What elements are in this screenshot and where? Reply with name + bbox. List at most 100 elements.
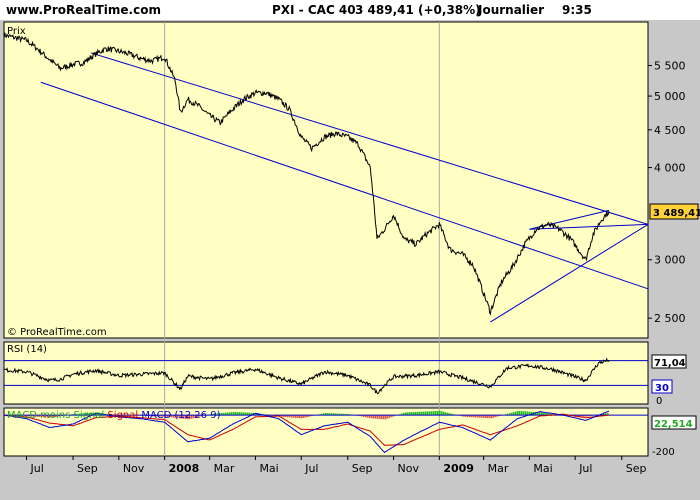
- signal-series-line: [3, 413, 610, 446]
- x-tick-label: Sep: [352, 462, 373, 475]
- macd-tick--200: -200: [652, 447, 675, 458]
- macd-histogram-bar: [201, 415, 203, 417]
- macd-histogram-bar: [219, 413, 221, 416]
- macd-histogram-bar: [193, 415, 195, 419]
- macd-histogram-bar: [383, 415, 385, 420]
- trendline-wedge-upper: [529, 223, 649, 230]
- macd-histogram-bar: [385, 415, 387, 420]
- macd-histogram-bar: [327, 413, 329, 416]
- macd-histogram-bar: [447, 412, 449, 416]
- price-series-line: [3, 32, 610, 316]
- macd-histogram-bar: [177, 415, 179, 419]
- macd-histogram-bar: [189, 415, 191, 420]
- rsi-zero-tick: 0: [656, 396, 662, 407]
- macd-series-line: [3, 410, 610, 454]
- macd-histogram-bar: [297, 415, 299, 419]
- macd-histogram-bar: [587, 415, 589, 417]
- macd-histogram-bar: [361, 415, 363, 417]
- macd-histogram-bar: [391, 415, 393, 418]
- macd-histogram-bar: [233, 411, 235, 416]
- macd-histogram-bar: [329, 413, 331, 416]
- price-y-tick-label: 3 000: [654, 254, 686, 267]
- macd-histogram-bar: [35, 415, 37, 417]
- macd-histogram-bar: [53, 415, 55, 418]
- macd-histogram-bar: [85, 413, 87, 416]
- macd-histogram-bar: [161, 415, 163, 417]
- x-tick-label: 2009: [443, 462, 474, 475]
- macd-histogram-bar: [57, 415, 59, 417]
- macd-histogram-bar: [377, 415, 379, 419]
- macd-histogram-bar: [31, 415, 33, 417]
- macd-histogram-bar: [497, 415, 499, 417]
- period-label[interactable]: Journalier: [478, 3, 545, 17]
- macd-histogram-bar: [281, 415, 283, 417]
- macd-histogram-bar: [603, 413, 605, 416]
- macd-histogram-bar: [545, 413, 547, 416]
- macd-histogram-bar: [91, 412, 93, 416]
- macd-histogram-bar: [373, 415, 375, 419]
- macd-histogram-bar: [483, 415, 485, 418]
- macd-histogram-bar: [389, 415, 391, 418]
- last-price-label-box: [649, 203, 699, 220]
- rsi-last-value-box: [651, 354, 687, 369]
- macd-histogram-bar: [87, 413, 89, 416]
- macd-histogram-bar: [477, 415, 479, 418]
- macd-histogram-bar: [527, 411, 529, 416]
- macd-histogram-bar: [37, 415, 39, 417]
- rsi-series-line: [3, 357, 610, 395]
- macd-histogram-bar: [407, 412, 409, 416]
- site-name[interactable]: www.ProRealTime.com: [6, 3, 161, 17]
- macd-histogram-bar: [415, 411, 417, 416]
- macd-histogram-bar: [363, 415, 365, 417]
- macd-histogram-bar: [73, 414, 75, 416]
- macd-histogram-bar: [451, 413, 453, 416]
- macd-histogram-bar: [335, 413, 337, 416]
- macd-histogram-bar: [433, 411, 435, 416]
- macd-histogram-bar: [515, 411, 517, 416]
- macd-histogram-bar: [491, 415, 493, 419]
- macd-histogram-bar: [55, 415, 57, 417]
- macd-histogram-bar: [485, 415, 487, 419]
- last-quote: 3 489,41 (+0,38%): [355, 3, 481, 17]
- macd-histogram-bar: [187, 415, 189, 420]
- macd-histogram-bar: [575, 415, 577, 417]
- macd-histogram-bar: [301, 415, 303, 419]
- macd-histogram-bar: [337, 413, 339, 416]
- macd-histogram-bar: [579, 415, 581, 417]
- macd-histogram-bar: [423, 411, 425, 416]
- price-panel[interactable]: [3, 21, 649, 339]
- chart-header: www.ProRealTime.com PXI - CAC 40 3 489,4…: [0, 0, 700, 20]
- price-y-tick-label: 5 500: [654, 60, 686, 73]
- macd-histogram-bar: [345, 413, 347, 416]
- macd-histogram-bar: [279, 415, 281, 417]
- macd-histogram-bar: [287, 415, 289, 418]
- macd-histogram-bar: [171, 415, 173, 418]
- macd-histogram-bar: [241, 412, 243, 416]
- x-tick-label: Nov: [398, 462, 420, 475]
- macd-histogram-bar: [427, 411, 429, 416]
- macd-histogram-bar: [375, 415, 377, 419]
- macd-histogram-bar: [371, 415, 373, 419]
- macd-histogram-bar: [403, 412, 405, 416]
- macd-histogram-bar: [309, 415, 311, 417]
- macd-histogram-bar: [197, 415, 199, 418]
- macd-histogram-bar: [225, 412, 227, 416]
- macd-histogram-bar: [509, 413, 511, 416]
- macd-histogram-bar: [41, 415, 43, 418]
- rsi-level-30-box: [651, 379, 673, 394]
- macd-histogram-bar: [429, 411, 431, 416]
- macd-histogram-bar: [159, 415, 161, 417]
- macd-histogram-bar: [223, 412, 225, 416]
- macd-histogram-bar: [401, 413, 403, 416]
- time-label: 9:35: [562, 3, 592, 17]
- trendline-channel-top: [90, 52, 649, 225]
- macd-histogram-bar: [27, 415, 29, 417]
- macd-histogram-bar: [185, 415, 187, 420]
- macd-histogram-bar: [551, 413, 553, 416]
- macd-histogram-bar: [157, 415, 159, 417]
- macd-last-value-box: [651, 415, 697, 430]
- macd-histogram-bar: [607, 413, 609, 416]
- macd-histogram-bar: [539, 412, 541, 416]
- x-tick-label: Mai: [259, 462, 278, 475]
